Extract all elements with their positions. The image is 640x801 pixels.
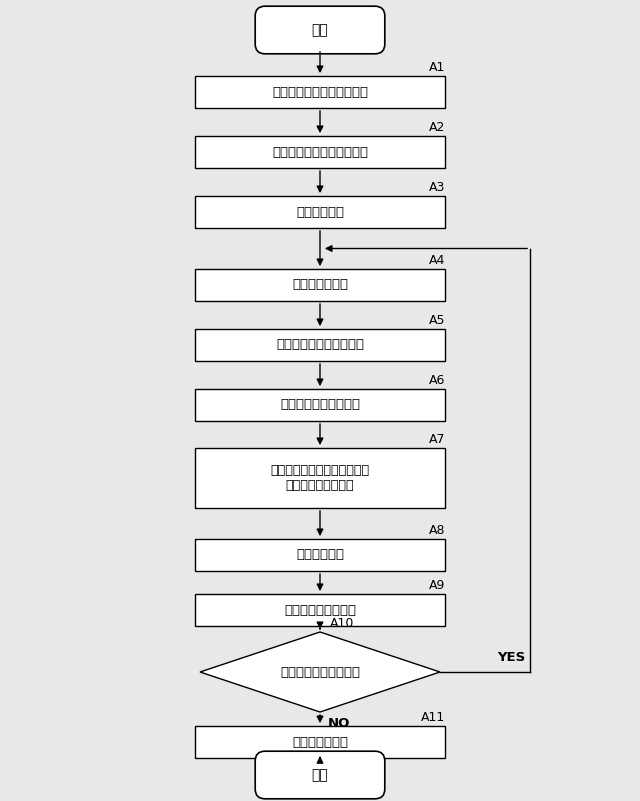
FancyBboxPatch shape (255, 6, 385, 54)
FancyBboxPatch shape (195, 269, 445, 301)
Text: 注目画素を選択: 注目画素を選択 (292, 279, 348, 292)
FancyBboxPatch shape (195, 76, 445, 108)
FancyBboxPatch shape (195, 448, 445, 508)
FancyBboxPatch shape (195, 539, 445, 571)
Text: NO: NO (328, 717, 350, 730)
Text: 赤外線を検出: 赤外線を検出 (296, 206, 344, 219)
Text: 未選択の画素がある？: 未選択の画素がある？ (280, 666, 360, 678)
Text: 検出信号の平均値とＦＰＮの
平均値との差を計算: 検出信号の平均値とＦＰＮの 平均値との差を計算 (271, 464, 369, 492)
Text: ＦＰＮデータを更新: ＦＰＮデータを更新 (284, 603, 356, 617)
Text: YES: YES (497, 651, 525, 664)
FancyBboxPatch shape (195, 136, 445, 168)
Text: A1: A1 (429, 61, 445, 74)
Text: A10: A10 (330, 617, 355, 630)
Text: 終了: 終了 (312, 768, 328, 782)
Text: 検出信号の平均値を算出: 検出信号の平均値を算出 (276, 339, 364, 352)
Text: A11: A11 (420, 711, 445, 724)
Text: A9: A9 (429, 579, 445, 592)
FancyBboxPatch shape (195, 726, 445, 758)
Text: A3: A3 (429, 181, 445, 194)
Text: ＦＰＮデータの更新へ移行: ＦＰＮデータの更新へ移行 (272, 86, 368, 99)
Text: A5: A5 (429, 314, 445, 327)
FancyBboxPatch shape (195, 389, 445, 421)
Text: A8: A8 (429, 524, 445, 537)
FancyBboxPatch shape (255, 751, 385, 799)
Text: ＦＰＮを算出: ＦＰＮを算出 (296, 549, 344, 562)
Text: 開始: 開始 (312, 23, 328, 37)
FancyBboxPatch shape (195, 329, 445, 361)
Text: A7: A7 (429, 433, 445, 446)
Text: 光学系を非合焦状態に制御: 光学系を非合焦状態に制御 (272, 146, 368, 159)
Polygon shape (200, 632, 440, 712)
Text: A6: A6 (429, 374, 445, 387)
Text: A4: A4 (429, 254, 445, 267)
Text: 通常撮像へ移行: 通常撮像へ移行 (292, 735, 348, 748)
Text: ＦＰＮの平均値を算出: ＦＰＮの平均値を算出 (280, 399, 360, 412)
FancyBboxPatch shape (195, 594, 445, 626)
Text: A2: A2 (429, 121, 445, 134)
FancyBboxPatch shape (195, 196, 445, 228)
